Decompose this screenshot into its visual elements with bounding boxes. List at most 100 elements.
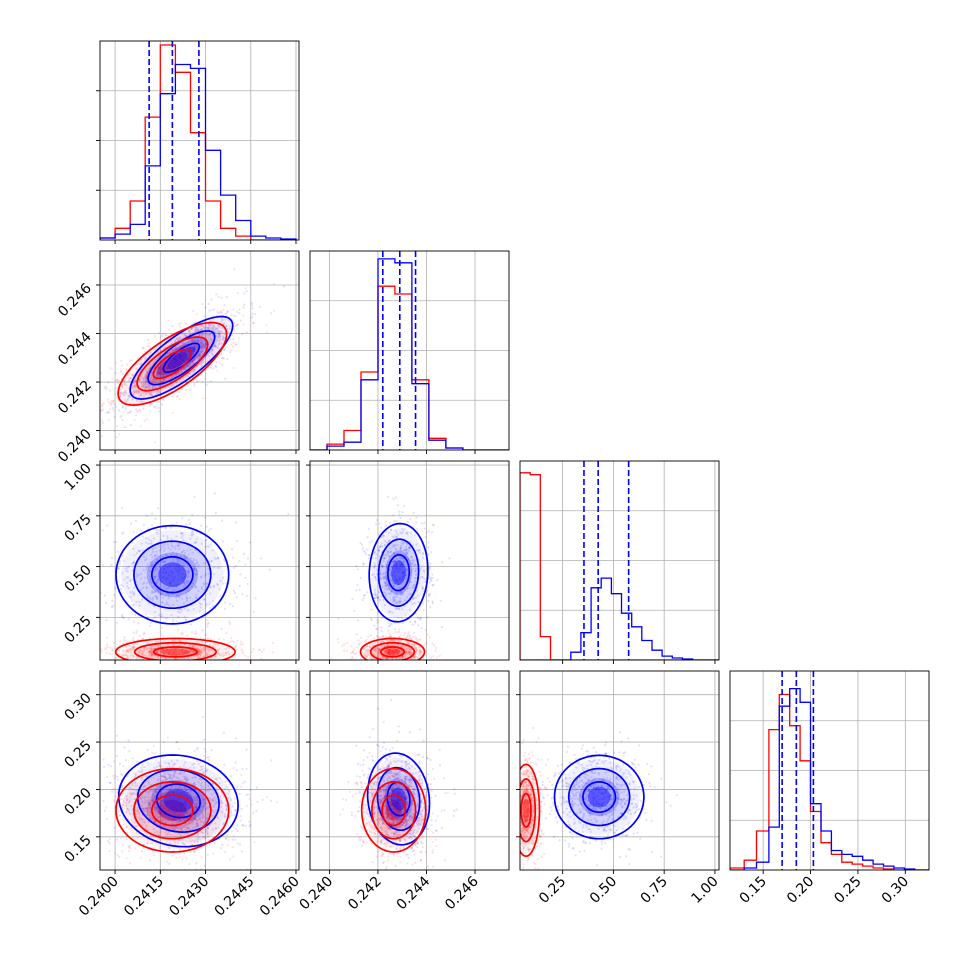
sample-point — [411, 563, 414, 566]
sample-point — [126, 566, 129, 570]
sample-point — [199, 654, 202, 657]
sample-point — [177, 841, 180, 845]
sample-point — [108, 389, 112, 392]
sample-point — [409, 561, 412, 565]
sample-point — [161, 775, 164, 778]
sample-point — [90, 585, 92, 587]
sample-point — [170, 662, 172, 664]
sample-point — [397, 583, 400, 586]
sample-point — [136, 807, 139, 810]
sample-point — [359, 576, 363, 580]
sample-point — [230, 637, 233, 640]
sample-point — [195, 632, 198, 635]
sample-point — [113, 541, 116, 544]
sample-point — [143, 555, 146, 559]
sample-point — [410, 664, 412, 666]
sample-point — [203, 754, 206, 757]
sample-point — [202, 397, 205, 400]
sample-point — [364, 553, 367, 556]
sample-point — [182, 632, 185, 635]
sample-point — [188, 329, 191, 333]
sample-point — [163, 377, 166, 380]
sample-point — [173, 657, 176, 660]
sample-point — [126, 651, 129, 654]
sample-point — [115, 540, 118, 543]
sample-point — [132, 561, 136, 564]
sample-point — [126, 831, 129, 835]
sample-point — [194, 776, 197, 779]
sample-point — [430, 579, 433, 583]
sample-point — [178, 360, 181, 363]
sample-point — [251, 315, 254, 318]
sample-point — [169, 788, 172, 792]
sample-point — [196, 570, 199, 573]
sample-point — [217, 643, 220, 646]
sample-point — [190, 531, 193, 534]
sample-point — [395, 520, 398, 523]
sample-point — [415, 638, 418, 641]
sample-point — [136, 651, 139, 654]
sample-point — [365, 655, 368, 658]
sample-point — [234, 521, 237, 524]
sample-point — [147, 664, 149, 666]
sample-point — [171, 571, 174, 574]
sample-point — [200, 637, 203, 640]
sample-point — [171, 357, 175, 360]
sample-point — [414, 647, 418, 650]
sample-point — [382, 664, 384, 666]
sample-point — [200, 334, 204, 337]
sample-point — [380, 564, 384, 568]
sample-point — [170, 361, 173, 364]
sample-point — [217, 343, 220, 346]
sample-point — [197, 798, 200, 802]
sample-point — [176, 788, 179, 791]
sample-point — [228, 652, 231, 656]
sample-point — [125, 654, 128, 657]
sample-point — [259, 305, 262, 308]
sample-point — [105, 636, 109, 639]
sample-point — [385, 650, 388, 653]
sample-point — [271, 651, 274, 654]
sample-point — [397, 656, 400, 659]
sample-point — [145, 647, 148, 651]
sample-point — [160, 367, 164, 370]
sample-point — [221, 652, 224, 655]
sample-point — [202, 655, 205, 658]
sample-point — [178, 358, 181, 361]
sample-point — [184, 807, 187, 811]
sample-point — [160, 580, 163, 583]
sample-point — [366, 649, 369, 652]
sample-point — [201, 772, 205, 775]
sample-point — [141, 346, 144, 349]
sample-point — [417, 549, 420, 553]
sample-point — [381, 566, 384, 569]
sample-point — [209, 527, 212, 530]
sample-point — [216, 648, 220, 651]
sample-point — [174, 657, 178, 660]
sample-point — [404, 655, 407, 658]
sample-point — [129, 595, 132, 599]
sample-point — [392, 653, 396, 656]
sample-point — [390, 571, 393, 574]
sample-point — [186, 590, 189, 593]
sample-point — [219, 795, 222, 798]
sample-point — [178, 390, 181, 393]
sample-point — [370, 578, 373, 581]
sample-point — [153, 575, 156, 578]
sample-point — [385, 577, 388, 580]
sample-point — [104, 647, 108, 650]
sample-point — [127, 656, 130, 659]
sample-point — [406, 551, 409, 555]
sample-point — [151, 598, 154, 602]
sample-point — [121, 385, 124, 388]
sample-point — [379, 544, 382, 548]
sample-point — [157, 578, 160, 581]
sample-point — [418, 618, 421, 621]
sample-point — [129, 591, 132, 594]
sample-point — [212, 852, 215, 855]
sample-point — [392, 561, 395, 564]
sample-point — [166, 777, 169, 781]
sample-point — [382, 575, 386, 579]
sample-point — [235, 648, 238, 652]
sample-point — [439, 599, 442, 602]
